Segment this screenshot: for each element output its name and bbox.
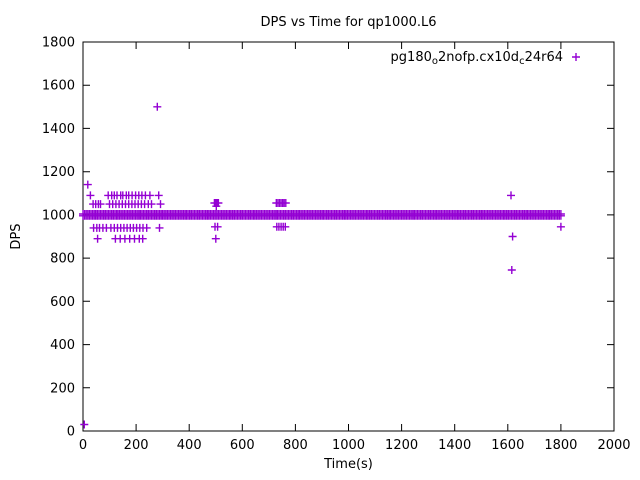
- x-tick-label: 800: [283, 438, 308, 453]
- x-axis-label: Time(s): [323, 457, 373, 472]
- y-tick-label: 1000: [42, 208, 75, 223]
- y-axis-label: DPS: [9, 223, 24, 249]
- x-tick-label: 1200: [385, 438, 418, 453]
- y-tick-label: 1800: [42, 36, 75, 51]
- y-tick-label: 1600: [42, 79, 75, 94]
- chart-title: DPS vs Time for qp1000.L6: [260, 15, 436, 30]
- x-tick-label: 200: [124, 438, 149, 453]
- series-plus-markers: [79, 102, 565, 429]
- legend-label: pg180o2nofp.cx10dc24r64: [391, 50, 563, 67]
- x-tick-label: 1600: [491, 438, 524, 453]
- legend-marker-plus-icon: [572, 53, 580, 61]
- y-tick-label: 200: [50, 381, 75, 396]
- plot-border: [82, 41, 615, 432]
- y-tick-label: 600: [50, 295, 75, 310]
- x-tick-label: 1400: [438, 438, 471, 453]
- x-tick-label: 1800: [544, 438, 577, 453]
- x-tick-label: 0: [79, 438, 87, 453]
- y-tick-label: 1400: [42, 122, 75, 137]
- y-tick-label: 0: [67, 425, 75, 440]
- x-tick-label: 1000: [332, 438, 365, 453]
- y-tick-label: 1200: [42, 165, 75, 180]
- axis-ticks: [82, 41, 615, 432]
- x-tick-label: 600: [230, 438, 255, 453]
- x-tick-label: 2000: [597, 438, 630, 453]
- y-tick-label: 800: [50, 252, 75, 267]
- y-tick-label: 400: [50, 338, 75, 353]
- x-tick-label: 400: [177, 438, 202, 453]
